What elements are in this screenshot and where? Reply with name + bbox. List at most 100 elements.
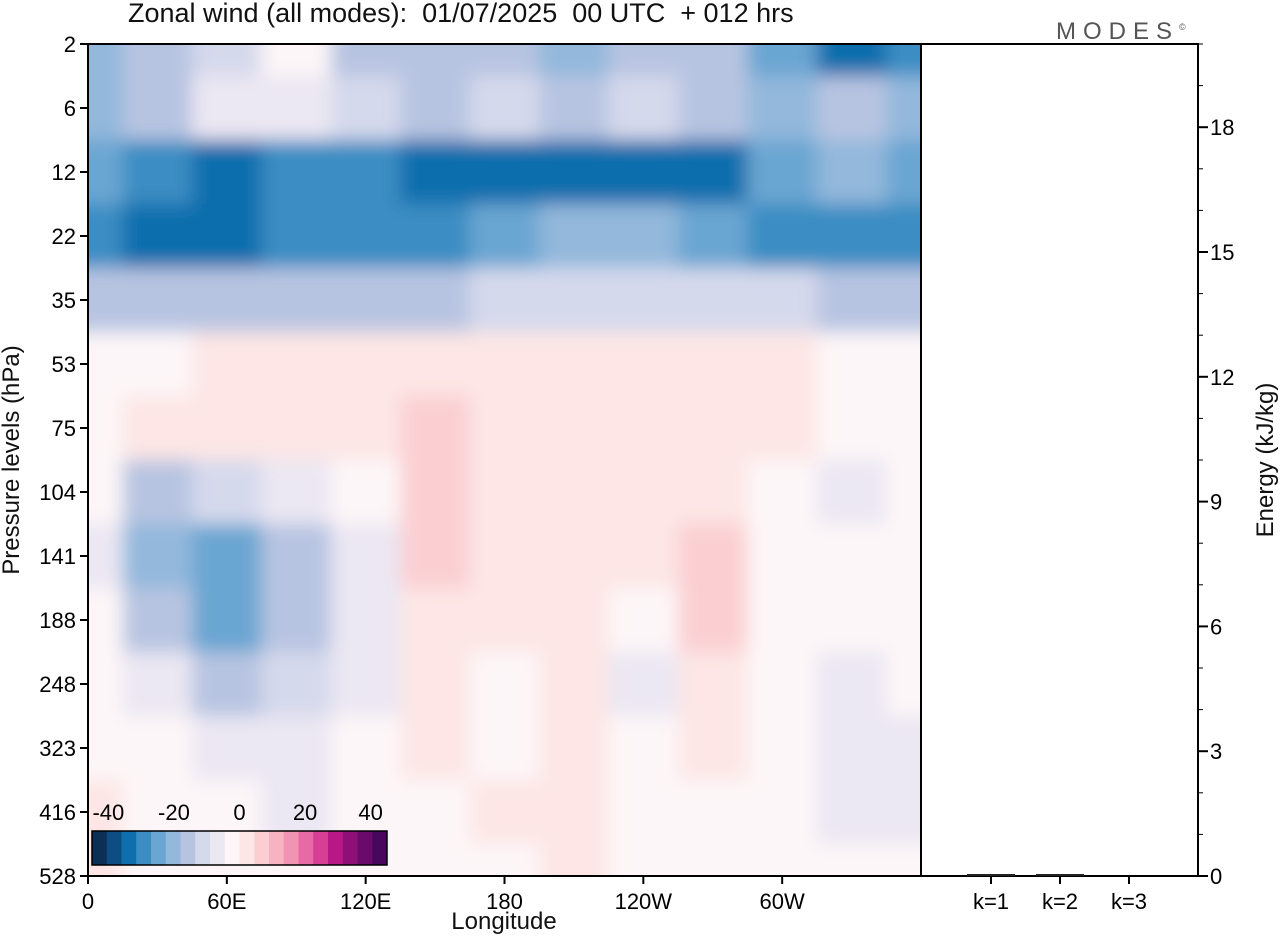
heatmap-cell: [816, 140, 888, 205]
heatmap-cell: [539, 652, 610, 717]
heatmap-cell: [330, 76, 402, 141]
heatmap-cell: [469, 76, 541, 141]
heatmap-cell: [608, 460, 680, 525]
heatmap-cell: [539, 204, 610, 269]
heatmap-cell: [678, 44, 749, 77]
heatmap-cell: [88, 332, 124, 397]
heatmap-cell: [330, 332, 402, 397]
heatmap-cell: [469, 44, 541, 77]
heatmap-cell: [747, 460, 818, 525]
heatmap-cell: [122, 524, 194, 589]
heatmap-cell: [192, 76, 263, 141]
heatmap-cell: [469, 716, 541, 781]
heatmap-cell: [608, 268, 680, 333]
heatmap-cell: [608, 44, 680, 77]
heatmap-cell: [261, 268, 332, 333]
energy-tick-label: 6: [1210, 614, 1222, 639]
heatmap-cell: [678, 588, 749, 653]
heatmap-cell: [886, 780, 921, 845]
heatmap-cell: [678, 140, 749, 205]
heatmap-cell: [747, 396, 818, 461]
heatmap-cell: [122, 716, 194, 781]
heatmap-cell: [469, 204, 541, 269]
heatmap-plot: [88, 44, 921, 876]
heatmap-cell: [816, 844, 888, 876]
mode-tick-label: k=3: [1111, 889, 1147, 914]
heatmap-cell: [122, 588, 194, 653]
heatmap-cell: [886, 140, 921, 205]
y-tick-label: 104: [39, 480, 76, 505]
heatmap-cell: [539, 44, 610, 77]
y-tick-label: 188: [39, 608, 76, 633]
heatmap-cell: [330, 460, 402, 525]
heatmap-cell: [400, 652, 471, 717]
heatmap-cell: [192, 524, 263, 589]
heatmap-cell: [192, 588, 263, 653]
heatmap-cell: [886, 44, 921, 77]
heatmap-cell: [886, 460, 921, 525]
heatmap-cell: [469, 268, 541, 333]
heatmap-cell: [469, 780, 541, 845]
colorbar-label: 40: [358, 800, 382, 825]
heatmap-cell: [330, 588, 402, 653]
heatmap-cell: [192, 332, 263, 397]
y-tick-label: 528: [39, 864, 76, 889]
heatmap-cell: [747, 716, 818, 781]
heatmap-cell: [816, 524, 888, 589]
heatmap-cell: [88, 652, 124, 717]
colorbar-label: -40: [92, 800, 124, 825]
colorbar-swatch: [210, 831, 226, 865]
colorbar-swatch: [106, 831, 122, 865]
heatmap-cell: [469, 140, 541, 205]
heatmap-cell: [816, 460, 888, 525]
heatmap-cell: [88, 588, 124, 653]
heatmap-cell: [469, 588, 541, 653]
heatmap-cell: [678, 204, 749, 269]
energy-tick-label: 12: [1210, 365, 1234, 390]
heatmap-cell: [747, 652, 818, 717]
heatmap-cell: [88, 44, 124, 77]
heatmap-cell: [539, 524, 610, 589]
heatmap-cell: [122, 396, 194, 461]
heatmap-cell: [816, 780, 888, 845]
colorbar-swatch: [372, 831, 388, 865]
x-tick-label: 60W: [760, 889, 805, 914]
y-tick-label: 6: [64, 96, 76, 121]
heatmap-cell: [539, 76, 610, 141]
heatmap-cell: [816, 204, 888, 269]
heatmap-cell: [816, 588, 888, 653]
heatmap-cell: [608, 716, 680, 781]
heatmap-cell: [539, 716, 610, 781]
heatmap-cell: [400, 524, 471, 589]
mode-axis: k=1 k=2 k=3: [973, 876, 1147, 914]
heatmap-cell: [330, 268, 402, 333]
heatmap-cell: [608, 524, 680, 589]
y-tick-label: 12: [52, 160, 76, 185]
heatmap-cell: [678, 780, 749, 845]
heatmap-cell: [747, 780, 818, 845]
heatmap-cell: [747, 44, 818, 77]
heatmap-cell: [400, 588, 471, 653]
heatmap-cell: [122, 204, 194, 269]
heatmap-cell: [330, 396, 402, 461]
heatmap-cell: [816, 76, 888, 141]
heatmap-cell: [747, 268, 818, 333]
heatmap-cell: [608, 204, 680, 269]
heatmap-cell: [816, 268, 888, 333]
heatmap-cell: [678, 524, 749, 589]
colorbar-swatch: [342, 831, 358, 865]
heatmap-cell: [678, 716, 749, 781]
energy-axis: 0 3 6 9 12 15 18: [1198, 43, 1234, 889]
heatmap-cell: [608, 588, 680, 653]
colorbar-swatch: [283, 831, 299, 865]
heatmap-cell: [469, 652, 541, 717]
x-tick-label: 60E: [207, 889, 246, 914]
colorbar-swatch: [328, 831, 344, 865]
heatmap-cell: [400, 204, 471, 269]
colorbar-swatch: [136, 831, 152, 865]
heatmap-cell: [122, 460, 194, 525]
heatmap-cell: [330, 140, 402, 205]
colorbar-swatch: [180, 831, 196, 865]
heatmap-cell: [678, 76, 749, 141]
